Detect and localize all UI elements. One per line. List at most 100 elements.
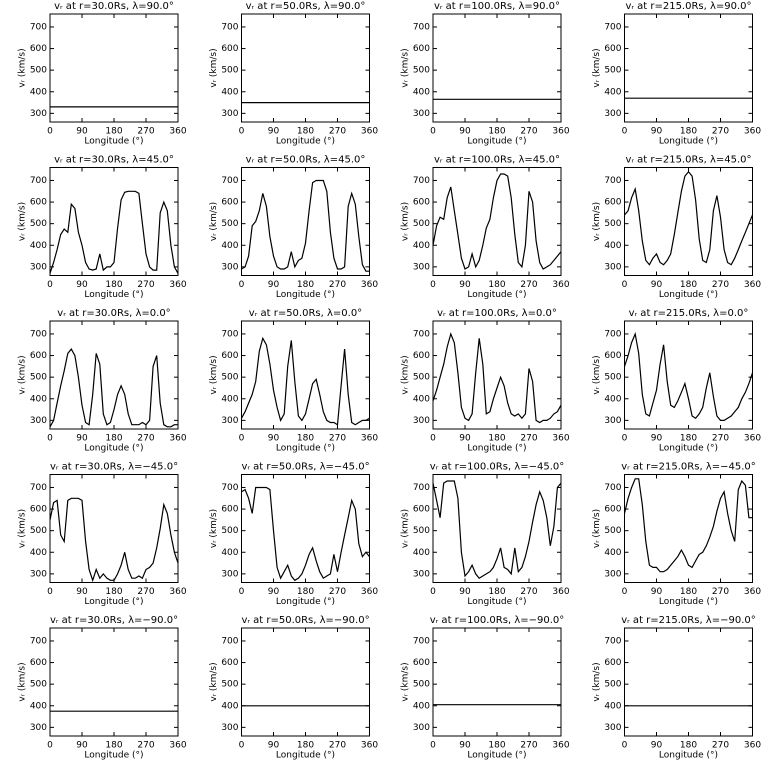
y-tick-label: 500 (221, 373, 238, 383)
y-tick-label: 400 (413, 87, 430, 97)
y-tick-label: 300 (221, 262, 238, 272)
x-axis-label: Longitude (°) (467, 290, 526, 300)
x-tick-label: 360 (169, 127, 186, 137)
y-tick-label: 300 (30, 723, 47, 733)
y-axis-label: vᵣ (km/s) (18, 662, 28, 701)
y-tick-label: 700 (221, 22, 238, 32)
panel: vᵣ at r=30.0Rs, λ=90.0° 300 400 500 600 700 0 9… (18, 1, 187, 147)
x-tick-label: 270 (137, 280, 154, 290)
y-axis-label: vᵣ (km/s) (209, 662, 219, 701)
plot-frame (624, 474, 753, 583)
data-line (49, 497, 179, 583)
y-tick-label: 700 (221, 636, 238, 646)
y-tick-label: 600 (604, 658, 621, 668)
y-tick-label: 400 (221, 394, 238, 404)
plot-frame (49, 627, 179, 737)
y-axis-label: vᵣ (km/s) (18, 509, 28, 548)
y-tick-label: 700 (30, 176, 47, 186)
x-tick-label: 180 (297, 741, 314, 751)
panel: vᵣ at r=215.0Rs, λ=0.0° 300 400 500 600 700 0 9… (592, 308, 761, 454)
x-axis-label: Longitude (°) (84, 444, 143, 454)
y-axis-label: vᵣ (km/s) (209, 48, 219, 87)
y-tick-label: 600 (604, 198, 621, 208)
x-tick-label: 360 (361, 741, 378, 751)
x-tick-label: 90 (651, 280, 663, 290)
y-tick-label: 400 (604, 87, 621, 97)
x-tick-label: 360 (169, 587, 186, 597)
panel-title: vᵣ at r=50.0Rs, λ=−90.0° (241, 615, 369, 626)
x-tick-label: 270 (712, 587, 729, 597)
plot-frame (241, 474, 370, 583)
y-axis-label: vᵣ (km/s) (18, 48, 28, 87)
x-tick-label: 90 (76, 587, 88, 597)
x-tick-label: 180 (105, 587, 122, 597)
x-tick-label: 360 (744, 434, 761, 444)
x-tick-label: 90 (268, 127, 280, 137)
x-tick-label: 180 (488, 127, 505, 137)
plot-frame (241, 627, 370, 737)
y-axis-label: vᵣ (km/s) (592, 509, 602, 548)
y-tick-label: 500 (413, 526, 430, 536)
x-tick-label: 0 (239, 127, 245, 137)
y-tick-label: 700 (413, 636, 430, 646)
x-tick-label: 180 (488, 280, 505, 290)
x-tick-label: 90 (459, 587, 471, 597)
plot-frame (624, 167, 753, 276)
y-tick-label: 400 (30, 548, 47, 558)
x-tick-label: 270 (329, 434, 346, 444)
x-tick-label: 0 (47, 587, 53, 597)
x-tick-label: 180 (488, 587, 505, 597)
y-tick-label: 700 (604, 329, 621, 339)
panel-title: vᵣ at r=215.0Rs, λ=0.0° (629, 308, 749, 319)
x-tick-label: 0 (47, 280, 53, 290)
x-axis-label: Longitude (°) (84, 597, 143, 607)
x-tick-label: 360 (744, 127, 761, 137)
y-tick-label: 500 (30, 219, 47, 229)
y-axis-label: vᵣ (km/s) (18, 202, 28, 241)
x-tick-label: 180 (488, 741, 505, 751)
x-tick-label: 180 (680, 280, 697, 290)
y-tick-label: 600 (221, 198, 238, 208)
y-axis-label: vᵣ (km/s) (401, 662, 411, 701)
x-tick-label: 0 (430, 280, 436, 290)
x-axis-label: Longitude (°) (467, 751, 526, 761)
y-tick-label: 600 (30, 44, 47, 54)
x-axis-label: Longitude (°) (659, 444, 718, 454)
y-tick-label: 700 (30, 483, 47, 493)
x-axis-label: Longitude (°) (276, 751, 335, 761)
y-axis-label: vᵣ (km/s) (18, 355, 28, 394)
x-tick-label: 360 (169, 434, 186, 444)
y-tick-label: 600 (30, 198, 47, 208)
x-tick-label: 270 (137, 741, 154, 751)
y-tick-label: 500 (30, 680, 47, 690)
y-tick-label: 600 (604, 505, 621, 515)
y-tick-label: 400 (604, 548, 621, 558)
plot-frame (624, 320, 753, 430)
x-tick-label: 90 (651, 587, 663, 597)
y-tick-label: 500 (30, 66, 47, 76)
y-tick-label: 400 (221, 548, 238, 558)
y-axis-label: vᵣ (km/s) (401, 48, 411, 87)
y-tick-label: 700 (413, 483, 430, 493)
data-line (241, 179, 370, 272)
x-axis-label: Longitude (°) (84, 751, 143, 761)
x-tick-label: 0 (622, 587, 628, 597)
x-tick-label: 90 (651, 127, 663, 137)
panel: vᵣ at r=30.0Rs, λ=0.0° 300 400 500 600 700 0 90… (18, 308, 187, 454)
y-tick-label: 700 (30, 329, 47, 339)
x-tick-label: 180 (297, 434, 314, 444)
x-tick-label: 90 (76, 741, 88, 751)
x-tick-label: 90 (651, 434, 663, 444)
panel-title: vᵣ at r=100.0Rs, λ=−45.0° (430, 462, 565, 473)
x-tick-label: 90 (76, 280, 88, 290)
y-tick-label: 500 (221, 680, 238, 690)
data-line (240, 336, 370, 426)
y-axis-label: vᵣ (km/s) (592, 202, 602, 241)
y-tick-label: 400 (221, 87, 238, 97)
y-tick-label: 600 (221, 505, 238, 515)
panel-title: vᵣ at r=100.0Rs, λ=0.0° (437, 308, 557, 319)
panel-title: vᵣ at r=30.0Rs, λ=−45.0° (50, 462, 178, 473)
y-tick-label: 300 (604, 416, 621, 426)
y-tick-label: 700 (604, 176, 621, 186)
